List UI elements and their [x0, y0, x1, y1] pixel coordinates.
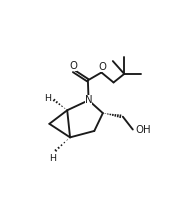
Text: O: O	[69, 61, 77, 71]
Text: OH: OH	[135, 125, 151, 135]
Text: O: O	[98, 62, 106, 72]
Text: H: H	[49, 155, 56, 164]
Text: H: H	[44, 94, 51, 103]
Text: N: N	[85, 95, 92, 105]
